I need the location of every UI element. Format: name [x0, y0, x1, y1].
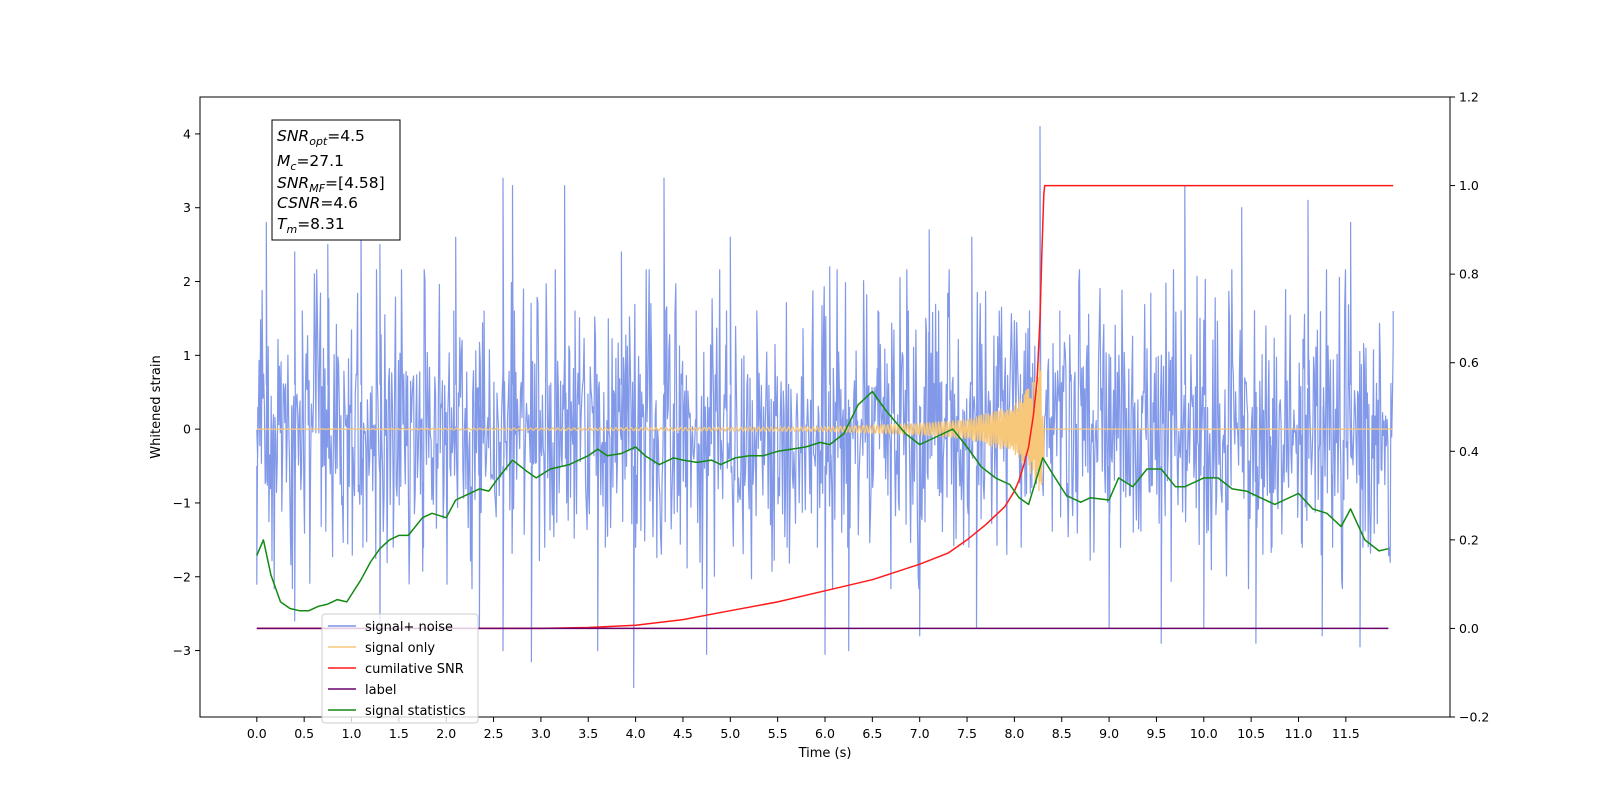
x-tick-label: 8.5	[1052, 726, 1072, 741]
info-line-mc: Mc=27.1	[277, 152, 344, 173]
y2-tick-label: 1.0	[1459, 178, 1479, 193]
series-signal-statistics	[256, 390, 1389, 612]
x-tick-label: 6.5	[862, 726, 882, 741]
info-line-csnr: CSNR=4.6	[277, 194, 358, 212]
x-tick-label: 11.5	[1332, 726, 1360, 741]
legend-label-cumulative-snr: cumilative SNR	[365, 662, 464, 677]
y2-tick-label: 0.0	[1459, 621, 1479, 636]
x-tick-label: 2.5	[484, 726, 504, 741]
legend-label-label: label	[365, 683, 396, 698]
x-tick-label: 8.0	[1004, 726, 1024, 741]
x-tick-label: 10.0	[1190, 726, 1218, 741]
x-tick-label: 5.0	[720, 726, 740, 741]
x-tick-label: 7.5	[957, 726, 977, 741]
x-tick-label: 0.0	[247, 726, 267, 741]
y-tick-label: −1	[173, 495, 191, 510]
legend-label-signal-noise: signal+ noise	[365, 620, 453, 635]
info-box-frame	[271, 119, 401, 241]
x-tick-label: 1.5	[389, 726, 409, 741]
y-tick-label: −3	[173, 643, 191, 658]
x-tick-label: 9.5	[1146, 726, 1166, 741]
x-tick-label: 6.0	[815, 726, 835, 741]
legend: signal+ noise signal only cumilative SNR…	[321, 613, 479, 724]
y-tick-label: 3	[183, 200, 191, 215]
y-tick-label: 4	[183, 126, 191, 141]
legend-label-signal-only: signal only	[365, 641, 435, 656]
info-line-snr-mf: SNRMF=[4.58]	[277, 174, 385, 195]
y-tick-label: 1	[183, 348, 191, 363]
info-box: SNRopt=4.5 Mc=27.1 SNRMF=[4.58] CSNR=4.6…	[271, 119, 401, 241]
y-tick-label: −2	[173, 569, 191, 584]
x-tick-label: 10.5	[1237, 726, 1265, 741]
x-tick-label: 2.0	[436, 726, 456, 741]
x-tick-label: 4.0	[626, 726, 646, 741]
y2-tick-label: 1.2	[1459, 90, 1479, 105]
y-tick-label: 2	[183, 274, 191, 289]
series-layer	[256, 125, 1394, 689]
series-cumilative-snr	[256, 184, 1394, 630]
y2-tick-label: −0.2	[1459, 710, 1489, 725]
x-tick-label: 3.0	[531, 726, 551, 741]
x-tick-label: 9.0	[1099, 726, 1119, 741]
x-axis-label: Time (s)	[798, 746, 852, 761]
x-tick-label: 1.0	[342, 726, 362, 741]
y2-tick-label: 0.4	[1459, 444, 1479, 459]
x-tick-label: 4.5	[673, 726, 693, 741]
x-tick-label: 5.5	[768, 726, 788, 741]
legend-frame	[321, 613, 479, 724]
x-tick-label: 3.5	[578, 726, 598, 741]
info-line-tm: Tm=8.31	[277, 215, 345, 236]
info-line-snr-opt: SNRopt=4.5	[277, 127, 365, 148]
x-tick-label: 0.5	[294, 726, 314, 741]
y2-tick-label: 0.6	[1459, 355, 1479, 370]
x-tick-label: 11.0	[1285, 726, 1313, 741]
y2-tick-label: 0.2	[1459, 532, 1479, 547]
y2-tick-label: 0.8	[1459, 267, 1479, 282]
legend-label-signal-statistics: signal statistics	[365, 704, 466, 719]
y-tick-label: 0	[183, 422, 191, 437]
x-tick-label: 7.0	[910, 726, 930, 741]
series-signal-only	[256, 362, 1394, 492]
y-axis-label: Whitened strain	[149, 355, 164, 458]
axes-layer: 0.0 0.5 1.0 1.5 2.0 2.5 3.0 3.5 4.0 4.5 5.0 5.5 6.0 6…	[173, 90, 1490, 742]
